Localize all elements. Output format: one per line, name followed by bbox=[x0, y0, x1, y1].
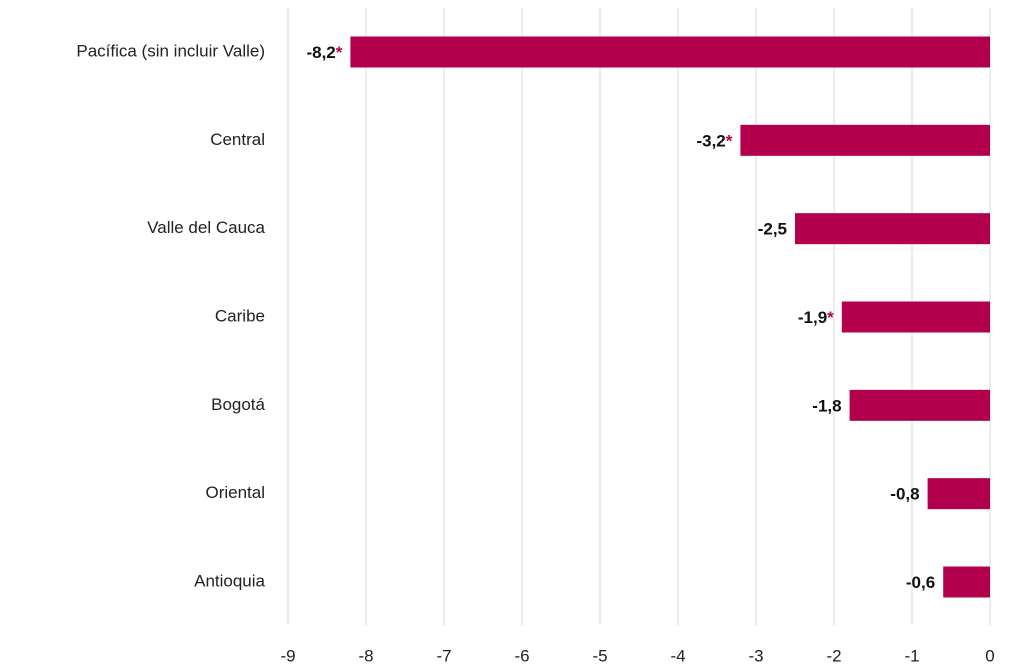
data-label-value: -0,6 bbox=[906, 573, 935, 592]
x-tick-label: -6 bbox=[514, 646, 529, 665]
bar bbox=[943, 566, 990, 598]
data-label-value: -8,2 bbox=[306, 43, 335, 62]
x-tick-label: -2 bbox=[826, 646, 841, 665]
bar bbox=[927, 478, 990, 510]
bar bbox=[795, 213, 990, 245]
x-tick-label: -5 bbox=[592, 646, 607, 665]
bar bbox=[841, 301, 990, 333]
data-label: -1,8 bbox=[812, 397, 841, 416]
data-label: -0,6 bbox=[906, 573, 935, 592]
y-tick-label: Antioquia bbox=[194, 571, 265, 590]
bar bbox=[849, 389, 990, 421]
data-label-value: -3,2 bbox=[696, 132, 725, 151]
data-label-value: -1,9 bbox=[798, 308, 827, 327]
x-tick-label: -8 bbox=[358, 646, 373, 665]
data-label-value: -2,5 bbox=[758, 220, 787, 239]
data-label: -2,5 bbox=[758, 220, 787, 239]
bar bbox=[350, 36, 990, 68]
data-label: -8,2* bbox=[306, 43, 342, 62]
y-tick-label: Pacífica (sin incluir Valle) bbox=[76, 41, 265, 60]
significance-marker: * bbox=[827, 308, 834, 327]
data-label: -3,2* bbox=[696, 132, 732, 151]
data-label: -1,9* bbox=[798, 308, 834, 327]
x-tick-label: -9 bbox=[280, 646, 295, 665]
y-tick-label: Bogotá bbox=[211, 395, 265, 414]
x-tick-label: 0 bbox=[985, 646, 994, 665]
y-tick-label: Valle del Cauca bbox=[147, 218, 265, 237]
data-label-value: -0,8 bbox=[890, 485, 919, 504]
x-tick-label: -3 bbox=[748, 646, 763, 665]
y-tick-label: Oriental bbox=[205, 483, 265, 502]
bar bbox=[740, 124, 990, 156]
significance-marker: * bbox=[726, 132, 733, 151]
x-tick-label: -1 bbox=[904, 646, 919, 665]
significance-marker: * bbox=[336, 43, 343, 62]
x-tick-label: -7 bbox=[436, 646, 451, 665]
x-tick-label: -4 bbox=[670, 646, 685, 665]
data-label-value: -1,8 bbox=[812, 397, 841, 416]
data-label: -0,8 bbox=[890, 485, 919, 504]
y-tick-label: Central bbox=[210, 130, 265, 149]
y-tick-label: Caribe bbox=[215, 306, 265, 325]
